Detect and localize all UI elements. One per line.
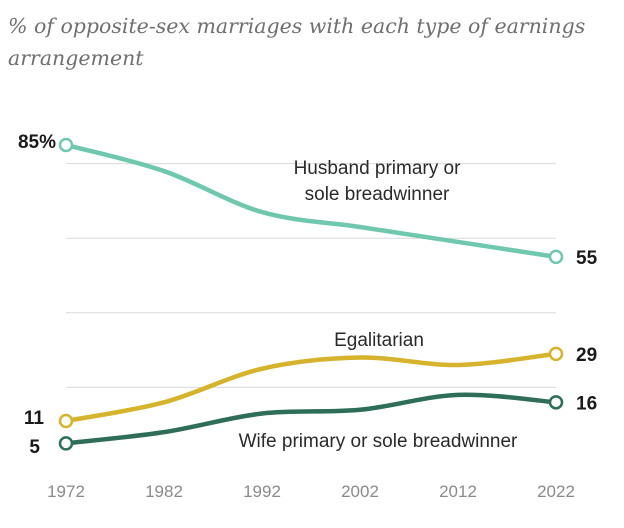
chart-labels: 85% 55 Husband primary or sole breadwinner 1… [18,132,598,458]
start-point-marker [58,413,74,429]
x-tick-label: 2022 [537,482,575,501]
end-point-marker [548,346,564,362]
end-value-label: 29 [576,345,597,366]
start-value-label: 11 [24,408,45,429]
end-value-label: 16 [576,393,597,414]
x-axis-ticks: 1972 1982 1992 2002 2012 2022 [47,482,575,501]
x-tick-label: 2002 [341,482,379,501]
series-line [63,351,559,424]
series-lines [63,142,559,446]
end-point-marker [548,395,564,410]
start-point-marker [58,436,74,451]
x-tick-label: 1972 [47,482,85,501]
x-tick-label: 1982 [145,482,183,501]
x-tick-label: 2012 [439,482,477,501]
end-point-marker [548,249,564,265]
series-markers [58,137,564,451]
x-tick-label: 1992 [243,482,281,501]
series-line [63,142,559,260]
series-label: sole breadwinner [305,184,450,205]
series-label: Husband primary or [294,158,462,179]
start-point-marker [58,137,74,153]
series-line [63,392,559,446]
series-label: Wife primary or sole breadwinner [239,431,518,452]
start-value-label: 5 [29,437,40,458]
series-label: Egalitarian [334,330,424,351]
end-value-label: 55 [576,248,598,269]
start-value-label: 85% [18,132,56,153]
chart-subtitle: % of opposite-sex marriages with each ty… [8,14,586,70]
